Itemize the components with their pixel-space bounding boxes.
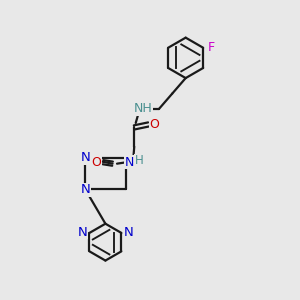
Text: N: N [80,151,90,164]
Text: N: N [124,156,134,169]
Text: F: F [208,41,215,54]
Text: H: H [135,154,144,167]
Text: N: N [80,183,90,196]
Text: O: O [149,118,159,131]
Text: N: N [77,226,87,239]
Text: O: O [92,156,101,169]
Text: N: N [124,226,134,239]
Text: NH: NH [134,103,152,116]
